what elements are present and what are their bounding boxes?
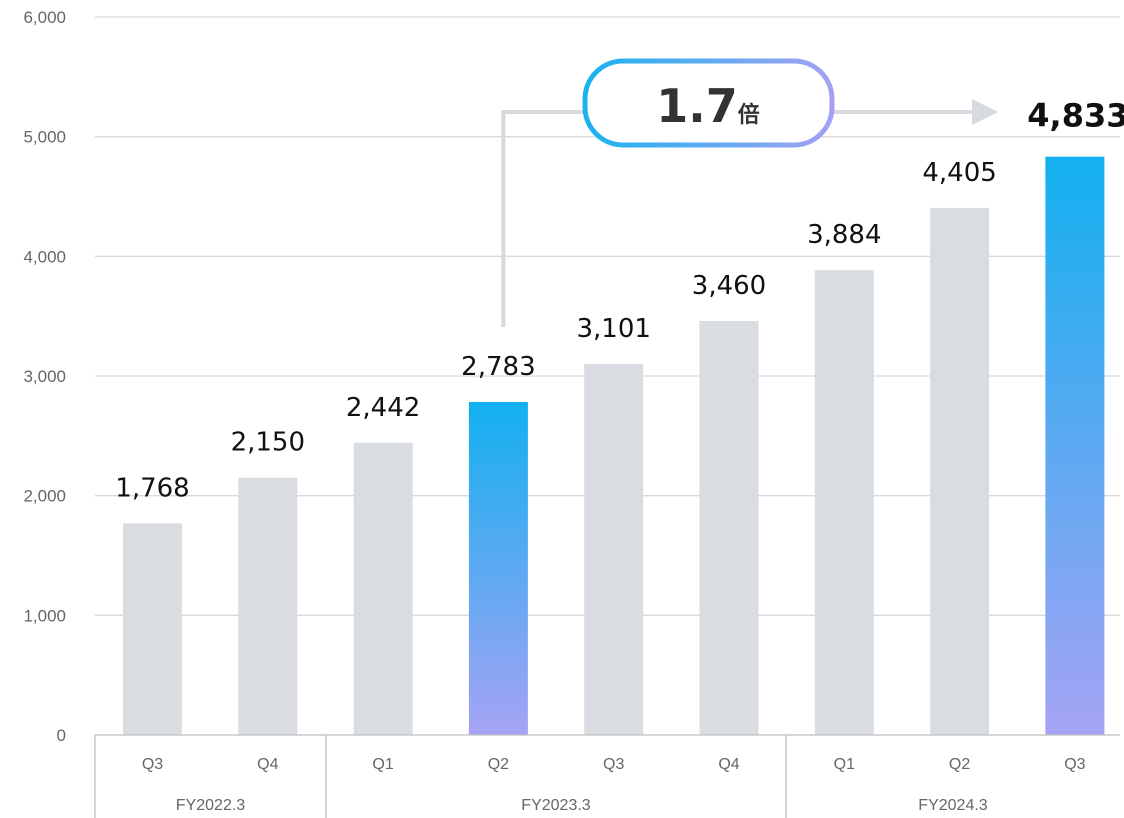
multiplier-text: 1.7倍 bbox=[656, 79, 760, 133]
x-tick-label: Q1 bbox=[834, 756, 855, 773]
bar bbox=[468, 401, 528, 735]
x-tick-label: Q4 bbox=[718, 756, 739, 773]
y-tick-label: 0 bbox=[57, 726, 66, 745]
x-tick-label: Q2 bbox=[949, 756, 970, 773]
x-tick-label: Q3 bbox=[1064, 756, 1085, 773]
multiplier-badge bbox=[582, 58, 835, 148]
bar bbox=[930, 207, 990, 735]
y-tick-label: 6,000 bbox=[23, 8, 66, 27]
multiplier-value: 1.7 bbox=[656, 79, 738, 133]
arrow-head bbox=[972, 99, 998, 125]
bar bbox=[584, 363, 644, 735]
bar bbox=[353, 442, 413, 735]
data-label: 3,101 bbox=[576, 314, 650, 344]
fiscal-year-label: FY2022.3 bbox=[176, 797, 245, 814]
y-axis-ticks: 0 1,000 2,000 3,000 4,000 5,000 6,000 bbox=[23, 8, 66, 745]
x-tick-label: Q3 bbox=[603, 756, 624, 773]
data-label: 4,833 bbox=[1027, 97, 1124, 135]
bar bbox=[123, 523, 182, 735]
data-label: 2,442 bbox=[346, 393, 420, 423]
x-tick-label: Q2 bbox=[488, 756, 509, 773]
x-axis: Q3 Q4 Q1 Q2 Q3 Q4 Q1 Q2 Q3 FY2022.3 FY2023.3 FY2024… bbox=[94, 734, 1120, 818]
y-tick-label: 4,000 bbox=[23, 247, 66, 266]
data-label: 3,884 bbox=[807, 220, 881, 250]
data-label: 3,460 bbox=[692, 271, 766, 301]
data-label: 1,768 bbox=[115, 473, 189, 503]
data-label: 4,405 bbox=[922, 158, 996, 188]
bar bbox=[699, 320, 759, 735]
bar bbox=[814, 270, 874, 735]
bar bbox=[238, 477, 298, 735]
bar bbox=[1045, 156, 1105, 735]
x-tick-label: Q4 bbox=[257, 756, 278, 773]
y-tick-label: 1,000 bbox=[23, 606, 66, 625]
multiplier-suffix: 倍 bbox=[738, 102, 760, 128]
bars bbox=[123, 156, 1105, 735]
growth-annotation: 1.7倍 bbox=[582, 58, 835, 148]
x-tick-label: Q3 bbox=[142, 756, 163, 773]
y-tick-label: 2,000 bbox=[23, 487, 66, 506]
y-tick-label: 3,000 bbox=[23, 367, 66, 386]
x-tick-label: Q1 bbox=[372, 756, 393, 773]
data-label: 2,783 bbox=[461, 352, 535, 382]
data-label: 2,150 bbox=[231, 428, 305, 458]
fiscal-year-label: FY2024.3 bbox=[918, 797, 987, 814]
fiscal-year-label: FY2023.3 bbox=[521, 797, 590, 814]
y-tick-label: 5,000 bbox=[23, 128, 66, 147]
data-labels: 1,768 2,150 2,442 2,783 3,101 3,460 3,884 4,405… bbox=[115, 97, 1124, 504]
